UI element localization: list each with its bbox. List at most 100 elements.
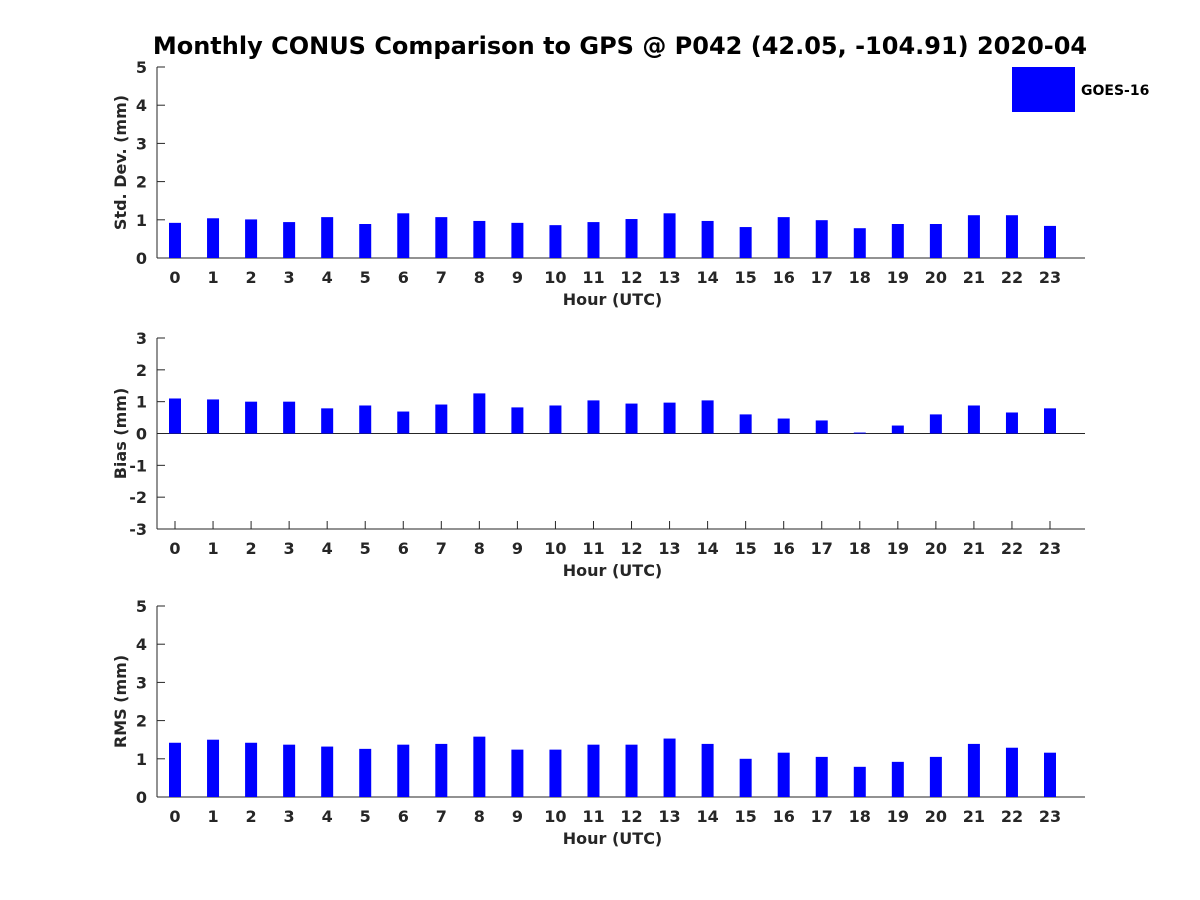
x-tick-label: 4 [322, 539, 333, 558]
x-tick-label: 23 [1039, 807, 1061, 826]
bar-hour-22 [1005, 747, 1018, 797]
bar-hour-14 [701, 400, 714, 434]
bar-hour-11 [587, 222, 600, 258]
x-axis-label: Hour (UTC) [563, 290, 663, 309]
bar-hour-5 [359, 224, 372, 258]
bar-hour-0 [169, 742, 181, 797]
legend-swatch-goes-16 [1012, 67, 1075, 112]
bar-hour-19 [891, 224, 904, 258]
bar-hour-21 [967, 215, 980, 258]
x-tick-label: 4 [322, 268, 333, 287]
bar-hour-13 [663, 738, 676, 797]
bar-hour-2 [245, 219, 258, 258]
x-axis-label: Hour (UTC) [563, 829, 663, 848]
y-tick-label: 4 [136, 96, 147, 115]
bar-hour-6 [397, 411, 410, 434]
y-tick-label: 3 [136, 673, 147, 692]
bar-hour-18 [853, 432, 866, 434]
x-tick-label: 22 [1001, 268, 1023, 287]
bar-hour-0 [169, 222, 181, 258]
x-tick-label: 1 [207, 268, 218, 287]
x-tick-label: 9 [512, 539, 523, 558]
bar-hour-20 [929, 756, 942, 797]
bar-hour-4 [321, 408, 334, 434]
x-tick-label: 5 [360, 807, 371, 826]
x-tick-label: 3 [284, 807, 295, 826]
y-tick-label: 3 [136, 134, 147, 153]
x-tick-label: 19 [887, 539, 909, 558]
bar-hour-8 [473, 393, 486, 434]
x-tick-label: 3 [284, 539, 295, 558]
bar-hour-21 [967, 743, 980, 797]
y-tick-label: 0 [136, 788, 147, 807]
y-axis-label: RMS (mm) [111, 655, 130, 748]
x-tick-label: 7 [436, 539, 447, 558]
x-tick-label: 18 [849, 807, 871, 826]
y-tick-label: 0 [136, 249, 147, 268]
y-tick-label: -2 [129, 488, 147, 507]
x-tick-label: 1 [207, 539, 218, 558]
y-tick-label: -3 [129, 520, 147, 539]
x-tick-label: 10 [544, 268, 566, 287]
bar-hour-22 [1005, 412, 1018, 434]
bar-hour-7 [435, 404, 448, 434]
bar-hour-19 [891, 761, 904, 797]
x-tick-label: 19 [887, 807, 909, 826]
bar-hour-23 [1044, 225, 1056, 258]
x-tick-label: 23 [1039, 268, 1061, 287]
x-tick-label: 6 [398, 539, 409, 558]
bar-hour-18 [853, 766, 866, 797]
bar-hour-3 [283, 744, 296, 797]
x-tick-label: 16 [773, 807, 795, 826]
x-tick-label: 10 [544, 539, 566, 558]
bar-hour-4 [321, 217, 334, 258]
x-tick-label: 6 [398, 807, 409, 826]
bar-hour-21 [967, 405, 980, 434]
x-tick-label: 8 [474, 807, 485, 826]
bar-hour-20 [929, 224, 942, 258]
bar-hour-1 [207, 218, 220, 258]
bar-hour-3 [283, 222, 296, 258]
y-tick-label: 2 [136, 173, 147, 192]
x-tick-label: 2 [246, 539, 257, 558]
x-tick-label: 20 [925, 539, 947, 558]
x-tick-label: 21 [963, 807, 985, 826]
x-tick-label: 7 [436, 268, 447, 287]
bar-hour-23 [1044, 408, 1056, 434]
x-tick-label: 11 [582, 807, 604, 826]
bar-hour-22 [1005, 215, 1018, 258]
bar-hour-6 [397, 213, 410, 258]
bar-hour-13 [663, 213, 676, 258]
bar-hour-0 [169, 398, 181, 434]
bar-hour-11 [587, 400, 600, 434]
y-axis-label: Std. Dev. (mm) [111, 95, 130, 230]
x-tick-label: 13 [658, 539, 680, 558]
y-tick-label: 3 [136, 329, 147, 348]
x-tick-label: 20 [925, 268, 947, 287]
x-tick-label: 5 [360, 539, 371, 558]
bar-hour-15 [739, 227, 752, 258]
x-tick-label: 16 [773, 539, 795, 558]
y-tick-label: 4 [136, 635, 147, 654]
x-tick-label: 2 [246, 268, 257, 287]
x-tick-label: 21 [963, 539, 985, 558]
bar-hour-10 [549, 225, 562, 258]
x-tick-label: 19 [887, 268, 909, 287]
x-tick-label: 20 [925, 807, 947, 826]
y-tick-label: 1 [136, 750, 147, 769]
bar-hour-14 [701, 743, 714, 797]
bar-hour-7 [435, 743, 448, 797]
bar-hour-8 [473, 736, 486, 797]
x-tick-label: 0 [169, 539, 180, 558]
x-tick-label: 10 [544, 807, 566, 826]
x-tick-label: 4 [322, 807, 333, 826]
bar-hour-15 [739, 758, 752, 797]
bar-hour-11 [587, 744, 600, 797]
bar-hour-16 [777, 752, 790, 797]
x-tick-label: 6 [398, 268, 409, 287]
bar-hour-1 [207, 739, 220, 797]
x-tick-label: 17 [811, 268, 833, 287]
bar-hour-2 [245, 401, 258, 434]
